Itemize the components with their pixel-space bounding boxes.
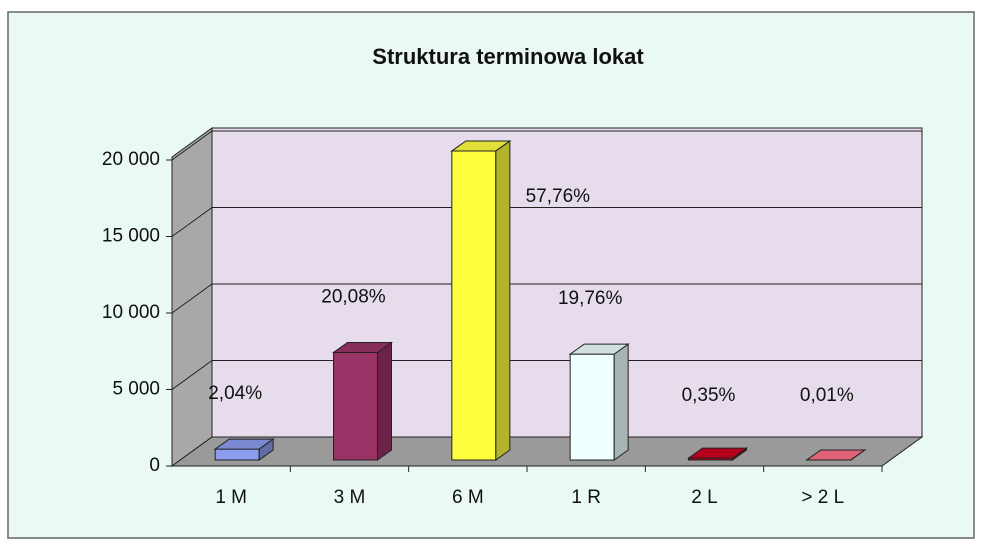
bar xyxy=(215,449,259,460)
data-label: 0,01% xyxy=(800,385,854,406)
side-wall xyxy=(172,128,212,466)
bar xyxy=(452,151,496,460)
chart-title: Struktura terminowa lokat xyxy=(372,44,644,69)
data-label: 57,76% xyxy=(526,186,591,207)
bar xyxy=(570,354,614,460)
y-tick-label: 15 000 xyxy=(102,226,160,247)
bar xyxy=(334,352,378,460)
x-tick-label: 3 M xyxy=(334,487,366,508)
x-tick-label: 2 L xyxy=(691,487,717,508)
bar-side xyxy=(614,344,628,460)
y-tick-label: 20 000 xyxy=(102,149,160,170)
x-tick-label: > 2 L xyxy=(801,487,844,508)
data-label: 0,35% xyxy=(682,385,736,406)
y-tick-label: 5 000 xyxy=(112,379,160,400)
x-tick-label: 1 M xyxy=(215,487,247,508)
bar-side xyxy=(496,141,510,460)
x-tick-label: 6 M xyxy=(452,487,484,508)
y-tick-label: 0 xyxy=(149,455,160,476)
y-tick-label: 10 000 xyxy=(102,302,160,323)
data-label: 2,04% xyxy=(208,383,262,404)
data-label: 19,76% xyxy=(558,288,623,309)
bar-side xyxy=(378,342,392,460)
floor xyxy=(172,437,922,466)
x-tick-label: 1 R xyxy=(571,487,601,508)
data-label: 20,08% xyxy=(321,286,386,307)
